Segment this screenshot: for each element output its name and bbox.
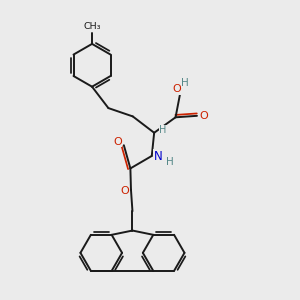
Text: O: O [199,111,208,121]
Text: H: H [166,157,173,167]
Text: O: O [172,84,181,94]
Text: CH₃: CH₃ [84,22,101,31]
Text: O: O [113,137,122,147]
Text: H: H [182,78,189,88]
Text: N: N [154,150,163,163]
Text: O: O [120,186,129,196]
Text: H: H [159,125,167,135]
